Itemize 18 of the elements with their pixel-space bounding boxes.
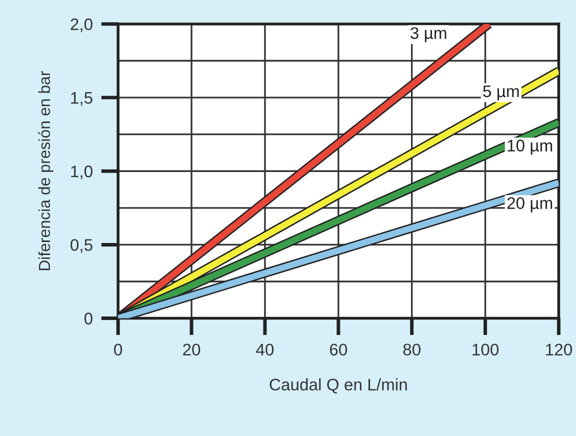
x-tick-label: 120 [546,344,572,356]
x-tick-label: 20 [183,344,200,356]
y-tick-label: 1,5 [71,92,92,106]
x-tick-label: 60 [330,344,348,356]
series-label: 10 µm [508,140,552,155]
x-tick-label: 80 [403,344,420,356]
y-tick-label: 0 [84,312,92,324]
x-tick-label: 0 [114,344,122,356]
x-tick-label: 100 [472,344,499,356]
y-tick-label: 2,0 [70,18,92,32]
x-tick-label: 40 [256,344,274,356]
y-tick-label: 0,5 [70,239,92,253]
x-axis-title: Caudal Q en L/min [270,378,407,394]
series-label: 20 µm [507,197,552,212]
series-label: 5 µm [483,86,519,100]
series-label: 3 µm [410,27,446,42]
y-axis-title: Diferencia de presión en bar [38,71,54,270]
y-tick-label: 1,0 [71,166,92,180]
